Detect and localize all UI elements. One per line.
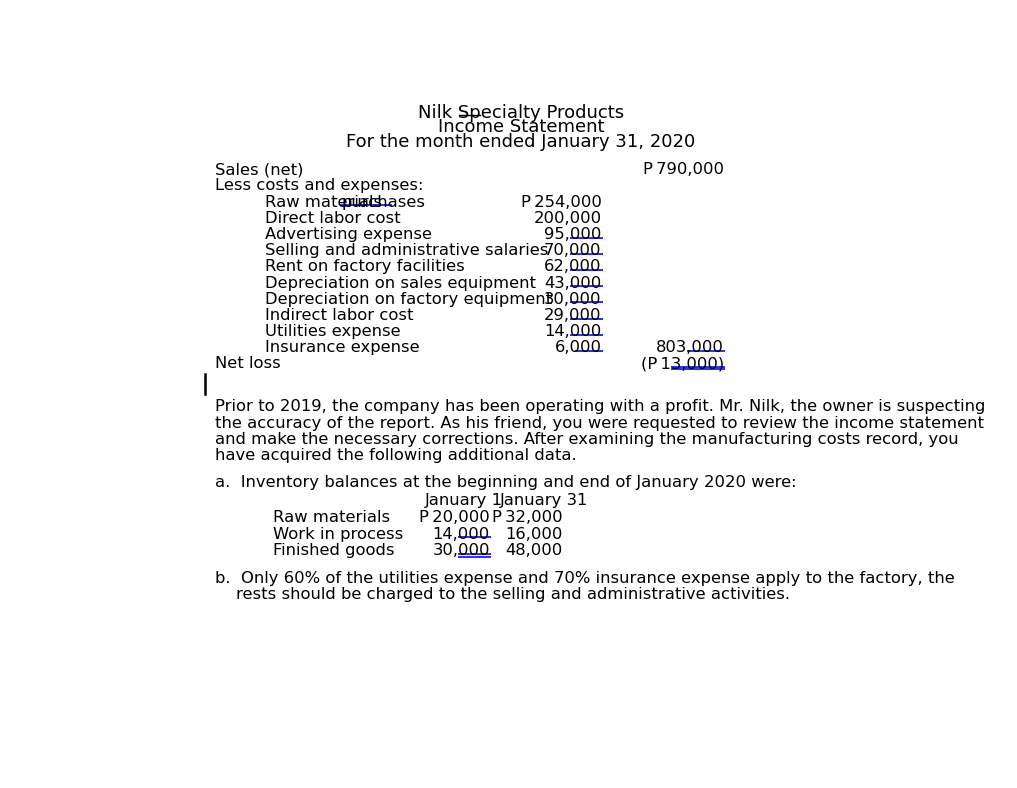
Text: Finished goods: Finished goods bbox=[273, 544, 395, 559]
Text: P 790,000: P 790,000 bbox=[643, 162, 724, 177]
Text: P 32,000: P 32,000 bbox=[492, 510, 562, 525]
Text: 6,000: 6,000 bbox=[554, 340, 601, 355]
Text: 62,000: 62,000 bbox=[544, 259, 601, 274]
Text: a.  Inventory balances at the beginning and end of January 2020 were:: a. Inventory balances at the beginning a… bbox=[215, 475, 796, 490]
Text: purchases: purchases bbox=[341, 195, 425, 210]
Text: January 31: January 31 bbox=[500, 492, 588, 507]
Text: 70,000: 70,000 bbox=[544, 243, 601, 258]
Text: Depreciation on factory equipment: Depreciation on factory equipment bbox=[265, 292, 552, 307]
Text: 29,000: 29,000 bbox=[544, 308, 601, 323]
Text: (P 13,000): (P 13,000) bbox=[641, 356, 724, 371]
Text: P 20,000: P 20,000 bbox=[419, 510, 490, 525]
Text: Net loss: Net loss bbox=[215, 356, 281, 371]
Text: 30,000: 30,000 bbox=[432, 544, 490, 559]
Text: For the month ended January 31, 2020: For the month ended January 31, 2020 bbox=[346, 133, 696, 151]
Text: Sales (net): Sales (net) bbox=[215, 162, 303, 177]
Text: the accuracy of the report. As his friend, you were requested to review the inco: the accuracy of the report. As his frien… bbox=[215, 415, 983, 431]
Text: Rent on factory facilities: Rent on factory facilities bbox=[265, 259, 465, 274]
Text: 43,000: 43,000 bbox=[544, 276, 601, 291]
Text: Work in process: Work in process bbox=[273, 526, 403, 541]
Text: 14,000: 14,000 bbox=[544, 324, 601, 339]
Text: Direct labor cost: Direct labor cost bbox=[265, 211, 401, 226]
Text: 200,000: 200,000 bbox=[533, 211, 601, 226]
Text: and make the necessary corrections. After examining the manufacturing costs reco: and make the necessary corrections. Afte… bbox=[215, 432, 958, 447]
Text: 803,000: 803,000 bbox=[656, 340, 724, 355]
Text: b.  Only 60% of the utilities expense and 70% insurance expense apply to the fac: b. Only 60% of the utilities expense and… bbox=[215, 571, 954, 586]
Text: Prior to 2019, the company has been operating with a profit. Mr. Nilk, the owner: Prior to 2019, the company has been oper… bbox=[215, 400, 985, 414]
Text: Raw materials: Raw materials bbox=[265, 195, 387, 210]
Text: Raw materials: Raw materials bbox=[273, 510, 390, 525]
Text: Selling and administrative salaries: Selling and administrative salaries bbox=[265, 243, 548, 258]
Text: 48,000: 48,000 bbox=[505, 544, 562, 559]
Text: Advertising expense: Advertising expense bbox=[265, 227, 432, 242]
Text: January 1: January 1 bbox=[424, 492, 502, 507]
Text: 14,000: 14,000 bbox=[432, 526, 490, 541]
Text: 95,000: 95,000 bbox=[544, 227, 601, 242]
Text: Utilities expense: Utilities expense bbox=[265, 324, 401, 339]
Text: Less costs and expenses:: Less costs and expenses: bbox=[215, 179, 423, 194]
Text: rests should be charged to the selling and administrative activities.: rests should be charged to the selling a… bbox=[215, 587, 789, 602]
Text: have acquired the following additional data.: have acquired the following additional d… bbox=[215, 448, 577, 463]
Text: Indirect labor cost: Indirect labor cost bbox=[265, 308, 414, 323]
Text: Depreciation on sales equipment: Depreciation on sales equipment bbox=[265, 276, 536, 291]
Text: 16,000: 16,000 bbox=[505, 526, 562, 541]
Text: Nilk Specialty Products: Nilk Specialty Products bbox=[418, 104, 623, 122]
Text: Insurance expense: Insurance expense bbox=[265, 340, 420, 355]
Text: 30,000: 30,000 bbox=[544, 292, 601, 307]
Text: Income Statement: Income Statement bbox=[437, 118, 604, 136]
Text: P 254,000: P 254,000 bbox=[521, 195, 601, 210]
